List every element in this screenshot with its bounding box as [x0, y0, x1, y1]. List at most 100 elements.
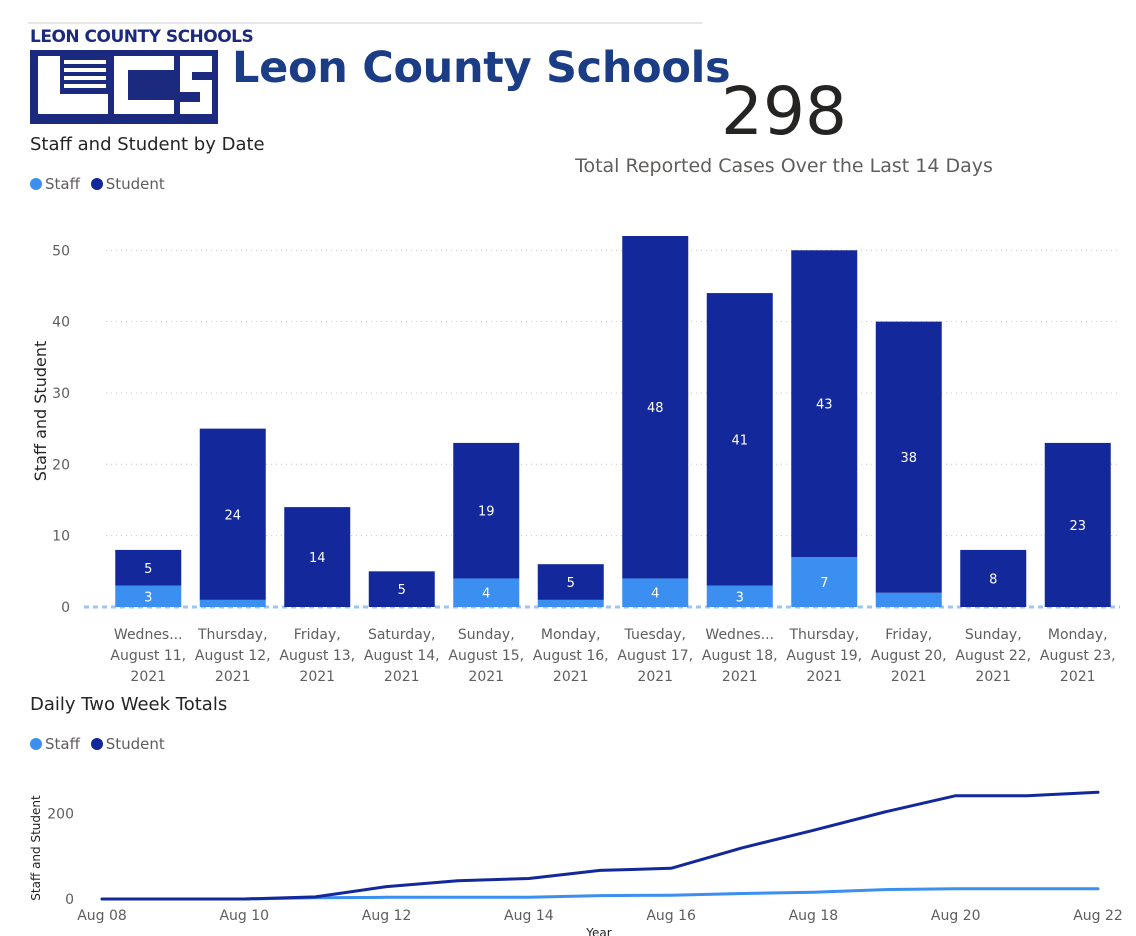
line-x-tick-label: Aug 08 [77, 908, 127, 924]
bar-data-label: 5 [144, 562, 152, 577]
logo-large-text: Leon County Schools [232, 43, 731, 93]
line-x-tick-label: Aug 10 [219, 908, 269, 924]
bar-data-label: 8 [989, 572, 997, 587]
bar-x-tick-label: August 23, [1040, 648, 1116, 664]
bar-staff-5[interactable] [537, 599, 604, 607]
bar-x-tick-label: August 18, [702, 648, 778, 664]
bar-staff-9[interactable] [875, 592, 942, 607]
bar-y-tick-label: 0 [61, 600, 70, 616]
bar-x-tick-label: 2021 [722, 669, 758, 685]
bar-chart-title: Staff and Student by Date [30, 134, 265, 155]
bar-x-tick-label: 2021 [891, 669, 927, 685]
bar-x-tick-label: 2021 [215, 669, 251, 685]
line-x-tick-label: Aug 22 [1073, 908, 1123, 924]
bar-staff-4[interactable] [453, 578, 520, 607]
line-y-tick-label: 0 [65, 892, 74, 908]
bar-x-tick-label: Sunday, [458, 627, 515, 643]
bar-x-tick-label: Thursday, [788, 627, 859, 643]
bar-student-4[interactable] [453, 442, 520, 579]
bar-x-tick-label: Friday, [885, 627, 932, 643]
bar-x-tick-label: August 15, [448, 648, 524, 664]
bar-staff-6[interactable] [622, 578, 689, 607]
legend-dot-staff [30, 178, 42, 190]
bar-x-tick-label: 2021 [299, 669, 335, 685]
bar-student-2[interactable] [284, 507, 351, 607]
bar-student-3[interactable] [368, 571, 435, 607]
logo: LEON COUNTY SCHOOLS Leon County Schools [28, 20, 731, 128]
bar-data-label: 4 [651, 587, 659, 602]
legend-dot-staff-line [30, 738, 42, 750]
bar-data-label: 41 [731, 433, 748, 448]
bar-data-label: 43 [816, 398, 833, 413]
legend-item-student[interactable]: Student [90, 175, 165, 193]
bar-staff-8[interactable] [791, 557, 858, 607]
bar-data-label: 4 [482, 587, 490, 602]
logo-small-text: LEON COUNTY SCHOOLS [30, 27, 254, 47]
bar-staff-1[interactable] [199, 599, 266, 607]
line-chart-legend: Staff Student [30, 734, 171, 754]
bar-data-label: 7 [820, 576, 828, 591]
bar-x-tick-label: August 20, [871, 648, 947, 664]
bar-student-8[interactable] [791, 250, 858, 558]
bar-data-label: 19 [478, 505, 495, 520]
bar-data-label: 23 [1069, 519, 1086, 534]
line-y-axis-label: Staff and Student [29, 795, 43, 901]
bar-x-tick-label: 2021 [806, 669, 842, 685]
legend-item-student-line[interactable]: Student [90, 735, 165, 753]
bar-student-9[interactable] [875, 321, 942, 593]
legend-item-staff[interactable]: Staff [30, 175, 80, 193]
legend-label-staff-line: Staff [45, 735, 80, 753]
bar-data-label: 24 [224, 508, 241, 523]
bar-x-tick-label: 2021 [975, 669, 1011, 685]
bar-y-tick-label: 20 [52, 457, 70, 473]
legend-item-staff-line[interactable]: Staff [30, 735, 80, 753]
bar-x-tick-label: 2021 [384, 669, 420, 685]
bar-x-tick-label: August 22, [955, 648, 1031, 664]
line-chart-title: Daily Two Week Totals [30, 694, 228, 715]
bar-x-tick-label: Monday, [541, 627, 601, 643]
bar-x-tick-label: August 12, [195, 648, 271, 664]
bar-data-label: 3 [144, 590, 152, 605]
bar-y-tick-label: 30 [52, 386, 70, 402]
bar-student-5[interactable] [537, 564, 604, 600]
bar-student-7[interactable] [706, 293, 773, 586]
bar-student-1[interactable] [199, 428, 266, 600]
bar-x-tick-label: Friday, [294, 627, 341, 643]
line-series-student[interactable] [100, 790, 1100, 901]
legend-label-staff: Staff [45, 175, 80, 193]
legend-dot-student-line [90, 738, 103, 750]
line-x-axis-label: Year [585, 926, 611, 936]
bar-y-tick-label: 10 [52, 529, 70, 545]
bar-student-6[interactable] [622, 236, 689, 579]
line-x-tick-label: Aug 14 [504, 908, 554, 924]
bar-data-label: 3 [736, 590, 744, 605]
bar-data-label: 5 [398, 583, 406, 598]
line-x-tick-label: Aug 20 [931, 908, 981, 924]
bar-student-11[interactable] [1044, 442, 1111, 607]
bar-x-tick-label: Tuesday, [624, 627, 686, 643]
bar-y-tick-label: 50 [52, 243, 70, 259]
bar-data-label: 38 [900, 451, 917, 466]
bar-x-tick-label: August 19, [786, 648, 862, 664]
bar-chart-legend: Staff Student [30, 174, 171, 194]
bar-x-tick-label: August 17, [617, 648, 693, 664]
bar-student-10[interactable] [960, 549, 1027, 607]
bar-x-tick-label: Wednes... [114, 627, 183, 643]
bar-x-tick-label: 2021 [1060, 669, 1096, 685]
bar-student-0[interactable] [115, 549, 182, 586]
bar-x-tick-label: Saturday, [368, 627, 436, 643]
legend-label-student: Student [105, 175, 165, 193]
bar-x-tick-label: Monday, [1048, 627, 1108, 643]
bar-y-tick-label: 40 [52, 315, 70, 331]
line-chart: 0 200 Staff and Student Aug 08 Aug 10 Aug 12 A… [29, 790, 1123, 936]
bar-x-tick-label: 2021 [130, 669, 166, 685]
bar-x-tick-label: 2021 [468, 669, 504, 685]
bar-staff-7[interactable] [706, 585, 773, 607]
bar-staff-0[interactable] [115, 585, 182, 607]
bar-x-tick-label: August 16, [533, 648, 609, 664]
bar-data-label: 14 [309, 551, 326, 566]
logo-mark [30, 50, 218, 124]
bar-x-tick-label: 2021 [553, 669, 589, 685]
bar-x-tick-label: 2021 [637, 669, 673, 685]
line-x-tick-label: Aug 16 [646, 908, 696, 924]
